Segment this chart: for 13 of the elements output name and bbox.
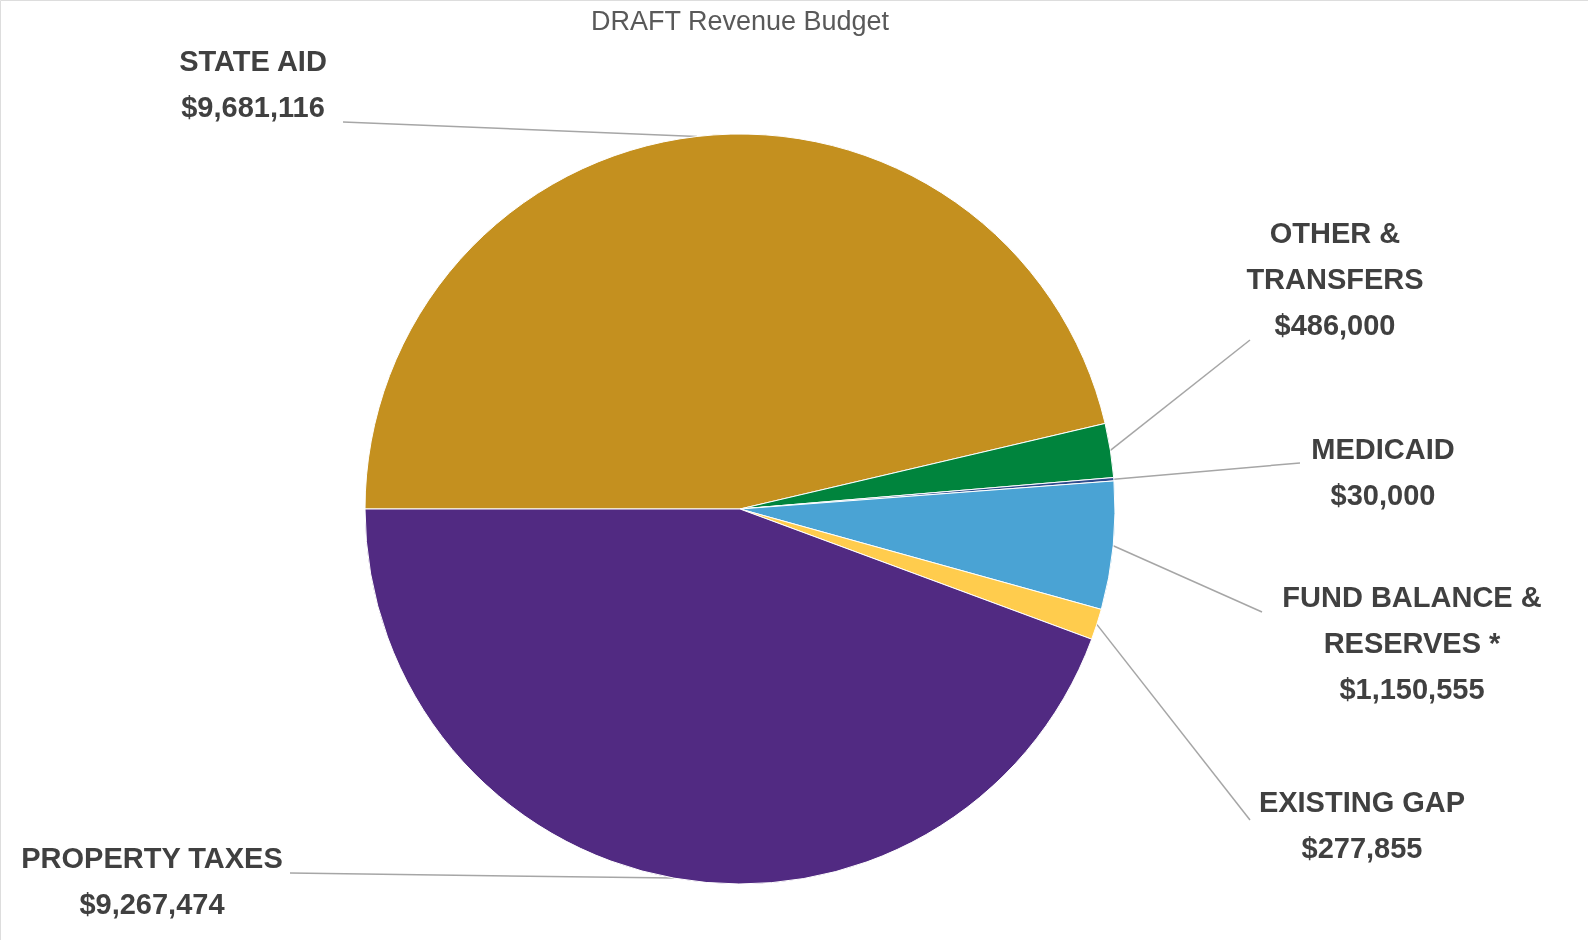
data-label: $9,267,474 — [79, 888, 225, 920]
data-label: $277,855 — [1301, 832, 1423, 864]
slice-label: OTHER & TRANSFERS — [1246, 217, 1424, 295]
slice-label: PROPERTY TAXES — [21, 842, 283, 874]
slice-label: EXISTING GAP — [1258, 786, 1466, 818]
slice-label: MEDICAID — [1311, 433, 1455, 465]
data-label: $30,000 — [1330, 479, 1436, 511]
data-label: $9,681,116 — [181, 91, 325, 123]
slice-label: FUND BALANCE & RESERVES * — [1282, 581, 1542, 659]
data-label: $1,150,555 — [1339, 673, 1485, 705]
data-label: $486,000 — [1274, 309, 1396, 341]
chart-title: DRAFT Revenue Budget — [590, 6, 890, 36]
slice-label: STATE AID — [179, 45, 327, 77]
